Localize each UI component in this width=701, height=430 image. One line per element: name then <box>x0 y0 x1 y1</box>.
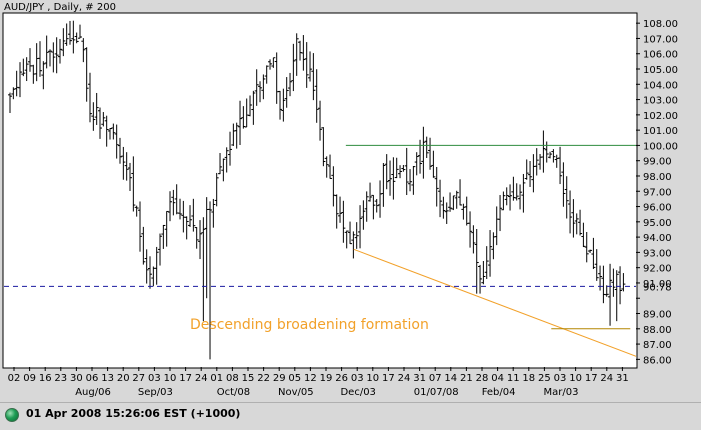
y-tick-label: 88.00 <box>643 325 672 336</box>
x-tick-label: 21 <box>460 373 473 384</box>
y-tick-label: 103.00 <box>643 96 678 107</box>
x-tick-label: 14 <box>444 373 457 384</box>
x-tick-label: 24 <box>398 373 411 384</box>
y-tick-label: 91.00 <box>643 279 672 290</box>
x-tick-label: 17 <box>179 373 192 384</box>
x-month-label: Nov/05 <box>278 387 314 398</box>
x-tick-label: 19 <box>320 373 333 384</box>
x-tick-label: 22 <box>257 373 270 384</box>
x-tick-label: 17 <box>382 373 395 384</box>
connection-status-icon <box>5 408 19 422</box>
x-month-label: Mar/03 <box>544 387 579 398</box>
x-tick-label: 15 <box>242 373 255 384</box>
x-tick-label: 24 <box>600 373 613 384</box>
y-tick-label: 92.00 <box>643 264 672 275</box>
x-tick-label: 10 <box>366 373 379 384</box>
x-tick-label: 05 <box>288 373 301 384</box>
price-bars <box>8 20 626 360</box>
x-tick-label: 17 <box>585 373 598 384</box>
chart-title: AUD/JPY , Daily, # 200 <box>4 2 116 13</box>
y-tick-label: 99.00 <box>643 157 672 168</box>
x-tick-label: 18 <box>522 373 535 384</box>
x-tick-label: 03 <box>148 373 161 384</box>
y-tick-label: 89.00 <box>643 310 672 321</box>
y-tick-label: 105.00 <box>643 65 678 76</box>
x-month-label: Aug/06 <box>75 387 111 398</box>
y-tick-label: 102.00 <box>643 111 678 122</box>
x-tick-label: 02 <box>8 373 21 384</box>
x-tick-label: 10 <box>164 373 177 384</box>
y-tick-label: 107.00 <box>643 34 678 45</box>
x-tick-label: 03 <box>554 373 567 384</box>
y-tick-label: 86.00 <box>643 355 672 366</box>
x-month-label: Dec/03 <box>340 387 375 398</box>
y-tick-label: 96.00 <box>643 203 672 214</box>
y-tick-label: 93.00 <box>643 248 672 259</box>
x-tick-label: 24 <box>195 373 208 384</box>
x-tick-label: 03 <box>351 373 364 384</box>
x-month-label: Sep/03 <box>138 387 173 398</box>
x-month-label: Feb/04 <box>482 387 516 398</box>
lower-trendline-line <box>353 248 637 357</box>
y-tick-label: 98.00 <box>643 172 672 183</box>
x-tick-label: 11 <box>507 373 520 384</box>
x-tick-label: 29 <box>273 373 286 384</box>
x-tick-label: 10 <box>569 373 582 384</box>
status-timezone: EST (+1000) <box>163 407 241 420</box>
y-axis: 86.00 87.00 88.00 89.00 91.00 92.00 93.00 94.00… <box>636 19 678 366</box>
y-tick-label: 104.00 <box>643 80 678 91</box>
x-tick-label: 06 <box>86 373 99 384</box>
status-time: 01 Apr 2008 15:26:06 <box>26 407 160 420</box>
y-tick-label: 94.00 <box>643 233 672 244</box>
y-tick-label: 101.00 <box>643 126 678 137</box>
x-tick-label: 01 <box>210 373 223 384</box>
x-tick-label: 27 <box>132 373 145 384</box>
price-chart[interactable]: 86.00 87.00 88.00 89.00 91.00 92.00 93.00 94.00… <box>0 0 701 402</box>
y-tick-label: 87.00 <box>643 340 672 351</box>
x-month-label: Oct/08 <box>217 387 250 398</box>
y-tick-label: 97.00 <box>643 187 672 198</box>
x-tick-label: 31 <box>413 373 426 384</box>
x-tick-label: 09 <box>23 373 36 384</box>
x-tick-label: 04 <box>491 373 504 384</box>
y-tick-label: 106.00 <box>643 50 678 61</box>
x-tick-label: 12 <box>304 373 317 384</box>
x-tick-label: 25 <box>538 373 551 384</box>
status-timestamp: 01 Apr 2008 15:26:06 EST (+1000) <box>26 407 240 420</box>
x-tick-label: 31 <box>616 373 629 384</box>
x-tick-label: 28 <box>476 373 489 384</box>
y-tick-label: 100.00 <box>643 141 678 152</box>
y-tick-label: 108.00 <box>643 19 678 30</box>
x-tick-label: 13 <box>101 373 114 384</box>
y-tick-label: 95.00 <box>643 218 672 229</box>
status-bar: 01 Apr 2008 15:26:06 EST (+1000) <box>0 402 701 430</box>
x-tick-label: 08 <box>226 373 239 384</box>
x-tick-label: 23 <box>54 373 67 384</box>
x-tick-label: 16 <box>39 373 52 384</box>
x-tick-label: 20 <box>117 373 130 384</box>
x-tick-label: 07 <box>429 373 442 384</box>
pattern-annotation: Descending broadening formation <box>190 317 429 333</box>
x-month-label: 01/07/08 <box>414 387 459 398</box>
current-price-label: 90.78 <box>643 282 672 293</box>
plot-area[interactable] <box>2 12 638 369</box>
x-tick-label: 30 <box>70 373 83 384</box>
x-tick-label: 26 <box>335 373 348 384</box>
overlay-lines <box>4 144 637 357</box>
